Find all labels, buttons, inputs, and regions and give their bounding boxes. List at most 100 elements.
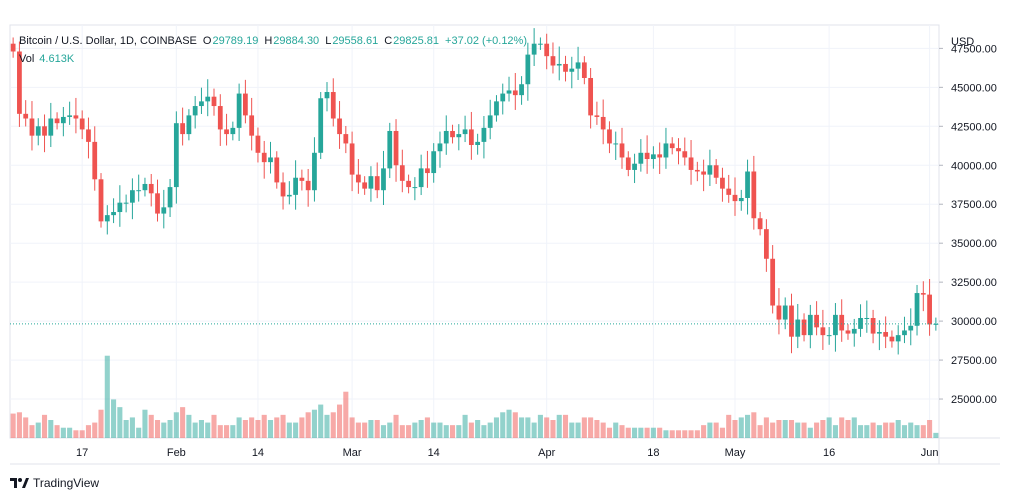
candle-body — [362, 182, 368, 189]
candle-body — [525, 54, 531, 85]
volume-bar — [575, 422, 581, 438]
tradingview-name: TradingView — [33, 476, 100, 490]
candle-body — [299, 177, 305, 181]
candle-body — [104, 215, 110, 222]
candle-body — [374, 176, 380, 191]
candle-body — [211, 96, 217, 107]
volume-bar — [399, 425, 405, 438]
volume-bar — [355, 422, 361, 438]
volume-bar — [161, 422, 167, 438]
candle-body — [180, 123, 186, 135]
candle-body — [286, 194, 292, 197]
price-axis[interactable]: 25000.00 27500.00 30000.00 32500.00 35000.00… — [939, 36, 997, 406]
volume-bar — [562, 414, 569, 438]
candle-body — [230, 127, 236, 135]
candle-body — [550, 56, 556, 66]
candle-body — [638, 152, 644, 164]
candle-body — [845, 330, 851, 334]
volume-bar — [487, 422, 493, 438]
candle-body — [726, 188, 732, 195]
volume-bar — [48, 420, 54, 438]
volume-bar — [632, 427, 638, 438]
high-value: 29884.30 — [273, 35, 320, 47]
candle-body — [569, 68, 575, 72]
candle-body — [669, 143, 675, 149]
volume-bar — [230, 425, 236, 438]
candle-body — [663, 143, 669, 158]
volume-bar — [795, 422, 801, 438]
volume-bar — [927, 420, 933, 438]
candle-body — [782, 305, 788, 320]
volume-bar — [424, 417, 430, 438]
candle-body — [462, 129, 468, 135]
candle-body — [776, 305, 782, 320]
volume-bar — [625, 427, 631, 438]
volume-bar — [851, 417, 857, 438]
volume-bar — [167, 420, 173, 438]
y-tick-label: 27500.00 — [951, 355, 997, 367]
volume-bar — [920, 425, 926, 438]
volume-bar — [85, 425, 92, 438]
candle-body — [412, 187, 418, 189]
candle-body — [130, 190, 135, 203]
x-tick-label: 18 — [647, 447, 659, 459]
volume-bar — [73, 430, 79, 438]
candle-body — [676, 148, 681, 152]
y-tick-label: 32500.00 — [951, 277, 997, 289]
volume-bar — [839, 417, 845, 438]
volume-bar — [707, 422, 713, 438]
candle-body — [161, 207, 167, 214]
volume-bar — [550, 420, 556, 438]
y-tick-label: 45000.00 — [951, 82, 997, 94]
volume-bar — [305, 412, 311, 438]
volume-bar — [129, 417, 135, 438]
volume-bar — [770, 422, 776, 438]
volume-bar — [10, 413, 16, 438]
volume-bar — [726, 414, 732, 438]
volume-bar — [832, 425, 838, 438]
candle-body — [293, 177, 298, 195]
candle-body — [500, 93, 506, 102]
volume-bar — [694, 430, 700, 438]
candle-body — [807, 314, 813, 336]
candle-body — [694, 169, 700, 172]
volume-bar — [41, 414, 48, 438]
volume-legend: Vol 4.613K — [19, 53, 74, 65]
volume-bar — [901, 425, 908, 438]
volume-bar — [67, 427, 73, 438]
x-tick-label: Apr — [538, 447, 555, 459]
volume-bar — [657, 427, 663, 438]
candle-body — [224, 129, 229, 135]
candle-body — [876, 332, 882, 334]
volume-value: 4.613K — [39, 53, 75, 65]
candle-body — [192, 106, 198, 116]
candle-body — [399, 165, 405, 181]
volume-bar — [732, 420, 738, 438]
volume-bar — [148, 414, 154, 438]
volume-bar — [745, 414, 751, 438]
candle-body — [770, 258, 776, 306]
volume-bar — [475, 420, 481, 438]
candle-body — [368, 176, 374, 189]
candle-body — [136, 190, 142, 192]
candle-body — [450, 130, 455, 138]
symbol-legend: Bitcoin / U.S. Dollar, 1D, COINBASE O2978… — [19, 35, 527, 47]
volume-bar — [889, 422, 895, 438]
candle-body — [111, 212, 116, 216]
y-tick-label: 42500.00 — [951, 121, 997, 133]
candle-body — [544, 43, 550, 57]
candle-body — [381, 168, 386, 191]
candle-body — [864, 317, 870, 319]
tradingview-logo[interactable]: TradingView — [10, 476, 99, 490]
open-value: 29789.19 — [212, 35, 259, 47]
candle-body — [632, 163, 637, 170]
volume-bar — [719, 427, 725, 438]
time-axis[interactable]: 17 Feb 14 Mar 14 Apr 18 May 16 Jun — [76, 447, 938, 459]
candle-body — [79, 118, 85, 130]
volume-bar — [701, 425, 707, 438]
candle-body — [456, 134, 462, 138]
candle-body — [751, 171, 757, 219]
candle-body — [531, 43, 537, 55]
volume-bar — [788, 420, 795, 438]
